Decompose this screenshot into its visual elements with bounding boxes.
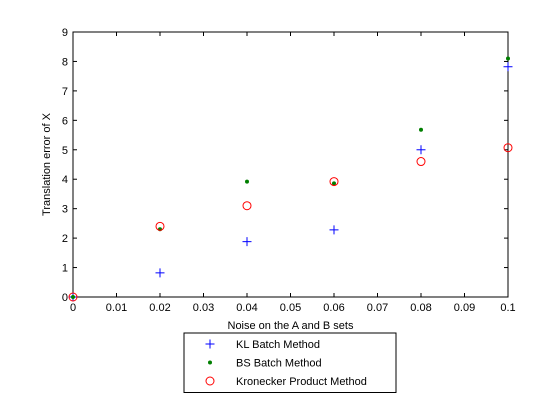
series-2-point — [332, 181, 336, 186]
x-tick-label: 0.04 — [236, 302, 257, 314]
y-tick-label: 9 — [62, 27, 68, 39]
y-tick-label: 2 — [62, 233, 68, 245]
series-1-point — [155, 268, 165, 278]
x-axis-ticks: 0 0.01 0.02 0.03 0.04 0.05 0.06 0.07 0.08 0.09 0.1 — [70, 32, 516, 314]
y-tick-label: 5 — [62, 145, 68, 157]
x-axis-label: Noise on the A and B sets — [228, 320, 354, 332]
series-3-point — [416, 157, 426, 167]
series-2-point — [506, 56, 510, 61]
series-2-point — [245, 179, 249, 184]
y-tick-label: 4 — [62, 174, 68, 186]
legend-marker-2 — [208, 360, 212, 365]
x-tick-label: 0 — [70, 302, 76, 314]
series-1-point — [242, 237, 252, 247]
axes — [72, 31, 509, 298]
legend-box — [183, 332, 397, 393]
series-2-point — [419, 127, 423, 132]
series-2-point — [71, 295, 75, 299]
x-tick-label: 0.06 — [323, 302, 344, 314]
y-tick-label: 3 — [62, 204, 68, 216]
y-tick-label: 6 — [62, 115, 68, 127]
legend: KL Batch Method BS Batch Method Kronecker … — [183, 332, 397, 393]
y-tick-label: 7 — [62, 86, 68, 98]
legend-entry-2: BS Batch Method — [236, 358, 322, 370]
x-tick-label: 0.07 — [367, 302, 388, 314]
series-3-point — [242, 201, 252, 211]
series-1-point — [329, 225, 339, 235]
legend-entry-1: KL Batch Method — [236, 339, 320, 351]
y-axis-ticks: 0 1 2 3 4 5 6 7 8 9 — [62, 27, 508, 304]
series-3-point — [68, 292, 78, 302]
legend-marker-1 — [205, 339, 215, 349]
x-tick-label: 0.05 — [280, 302, 301, 314]
x-tick-label: 0.02 — [149, 302, 170, 314]
data-points — [68, 56, 513, 302]
y-tick-label: 0 — [62, 292, 68, 304]
x-tick-label: 0.03 — [193, 302, 214, 314]
series-3-point — [155, 221, 165, 231]
series-1-point — [503, 62, 513, 72]
legend-entry-3: Kronecker Product Method — [236, 376, 367, 388]
series-1-point — [416, 145, 426, 155]
series-3-point — [329, 177, 339, 187]
plot-frame — [72, 31, 509, 298]
series-3-point — [503, 143, 513, 153]
y-tick-label: 8 — [62, 56, 68, 68]
x-tick-label: 0.1 — [500, 302, 515, 314]
y-axis-label: Translation error of X — [41, 112, 53, 216]
y-tick-label: 1 — [62, 263, 68, 275]
legend-marker-3 — [205, 376, 215, 386]
x-tick-label: 0.09 — [454, 302, 475, 314]
x-tick-label: 0.01 — [106, 302, 127, 314]
x-tick-label: 0.08 — [410, 302, 431, 314]
